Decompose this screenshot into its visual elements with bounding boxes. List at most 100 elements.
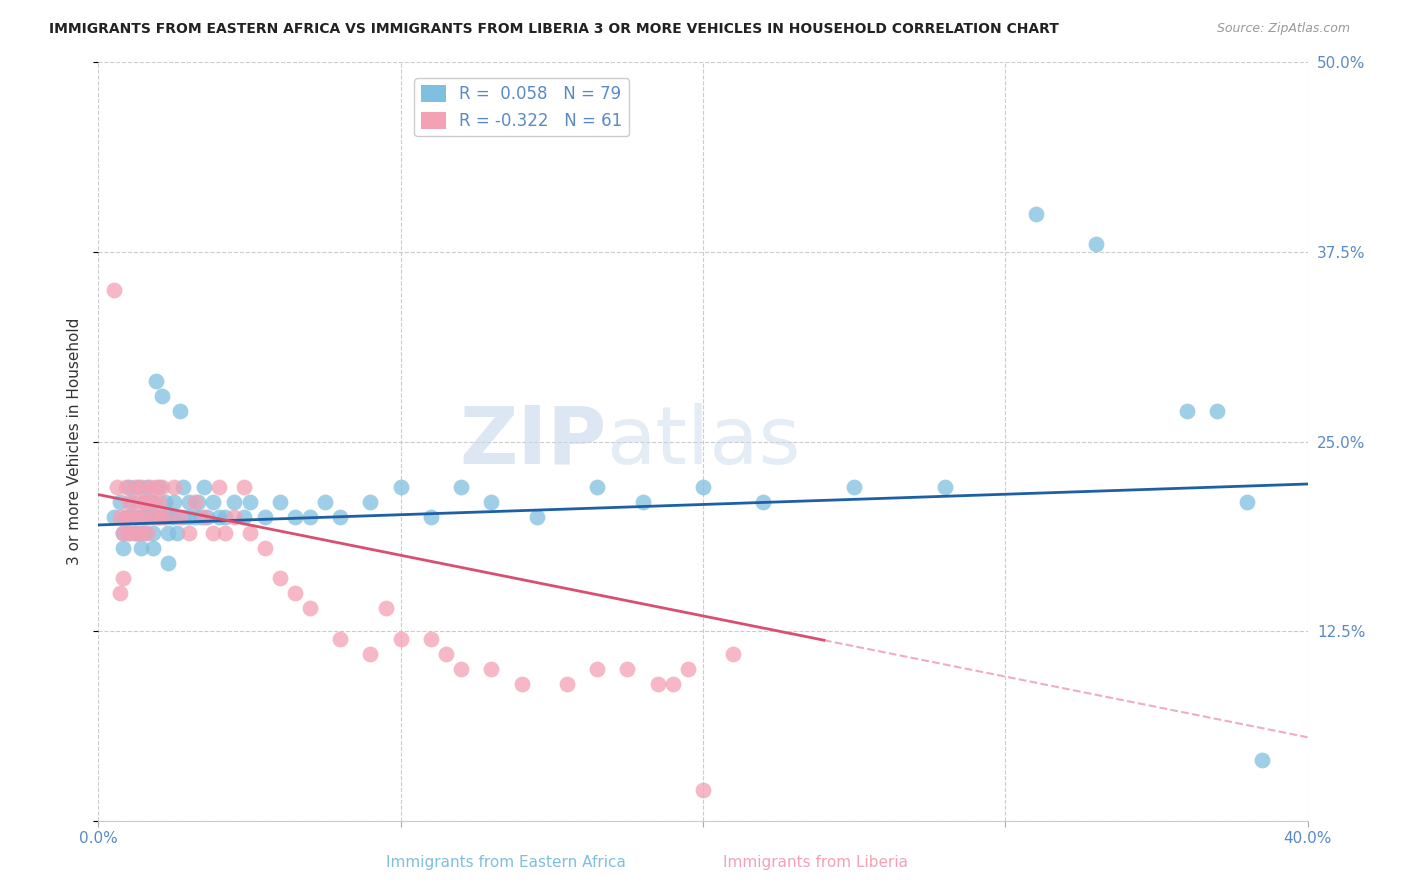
Point	[148, 510, 170, 524]
Point	[179, 510, 201, 524]
Text: ZIP: ZIP	[458, 402, 606, 481]
Point	[118, 510, 141, 524]
Point	[253, 541, 276, 555]
Point	[190, 510, 212, 524]
Point	[481, 662, 503, 676]
Point	[232, 510, 254, 524]
Point	[156, 525, 179, 540]
Point	[142, 495, 165, 509]
Point	[163, 480, 186, 494]
Point	[108, 495, 131, 509]
Legend: R =  0.058   N = 79, R = -0.322   N = 61: R = 0.058 N = 79, R = -0.322 N = 61	[415, 78, 628, 136]
Point	[208, 480, 231, 494]
Point	[1251, 753, 1274, 767]
Point	[121, 510, 143, 524]
Point	[127, 510, 149, 524]
Point	[145, 374, 167, 388]
Point	[124, 525, 146, 540]
Point	[160, 510, 183, 524]
Point	[676, 662, 699, 676]
Point	[142, 510, 165, 524]
Point	[163, 510, 186, 524]
Point	[124, 510, 146, 524]
Point	[616, 662, 638, 676]
Point	[329, 510, 352, 524]
Point	[253, 510, 276, 524]
Point	[299, 510, 322, 524]
Point	[111, 525, 134, 540]
Point	[114, 510, 136, 524]
Point	[193, 510, 215, 524]
Point	[844, 480, 866, 494]
Point	[132, 495, 155, 509]
Point	[129, 525, 152, 540]
Point	[169, 404, 191, 418]
Point	[124, 480, 146, 494]
Point	[132, 525, 155, 540]
Point	[150, 510, 173, 524]
Point	[389, 480, 412, 494]
Point	[202, 495, 225, 509]
Point	[299, 601, 322, 615]
Point	[269, 495, 291, 509]
Point	[1175, 404, 1198, 418]
Point	[129, 541, 152, 555]
Point	[374, 601, 396, 615]
Point	[135, 480, 157, 494]
Point	[111, 525, 134, 540]
Point	[127, 480, 149, 494]
Point	[752, 495, 775, 509]
Point	[132, 495, 155, 509]
Point	[145, 480, 167, 494]
Point	[934, 480, 956, 494]
Point	[661, 677, 683, 691]
Point	[172, 480, 194, 494]
Point	[135, 525, 157, 540]
Point	[692, 783, 714, 797]
Point	[118, 480, 141, 494]
Point	[114, 480, 136, 494]
Point	[127, 495, 149, 509]
Point	[132, 510, 155, 524]
Point	[135, 510, 157, 524]
Point	[269, 571, 291, 585]
Point	[153, 510, 176, 524]
Point	[481, 495, 503, 509]
Point	[148, 495, 170, 509]
Point	[420, 510, 443, 524]
Point	[139, 495, 162, 509]
Point	[239, 495, 262, 509]
Point	[129, 480, 152, 494]
Point	[360, 495, 382, 509]
Point	[179, 525, 201, 540]
Point	[214, 525, 236, 540]
Point	[187, 495, 209, 509]
Point	[193, 480, 215, 494]
Point	[172, 510, 194, 524]
Point	[179, 495, 201, 509]
Point	[127, 525, 149, 540]
Point	[184, 510, 207, 524]
Point	[232, 480, 254, 494]
Point	[284, 510, 307, 524]
Point	[450, 662, 472, 676]
Point	[586, 662, 609, 676]
Text: Source: ZipAtlas.com: Source: ZipAtlas.com	[1216, 22, 1350, 36]
Point	[111, 571, 134, 585]
Point	[148, 510, 170, 524]
Point	[1236, 495, 1258, 509]
Point	[389, 632, 412, 646]
Point	[1085, 237, 1108, 252]
Y-axis label: 3 or more Vehicles in Household: 3 or more Vehicles in Household	[67, 318, 83, 566]
Point	[135, 495, 157, 509]
Point	[118, 525, 141, 540]
Point	[108, 510, 131, 524]
Point	[723, 647, 745, 661]
Point	[124, 525, 146, 540]
Point	[139, 480, 162, 494]
Point	[224, 495, 246, 509]
Point	[314, 495, 336, 509]
Point	[108, 586, 131, 600]
Point	[111, 541, 134, 555]
Text: Immigrants from Eastern Africa: Immigrants from Eastern Africa	[387, 855, 626, 870]
